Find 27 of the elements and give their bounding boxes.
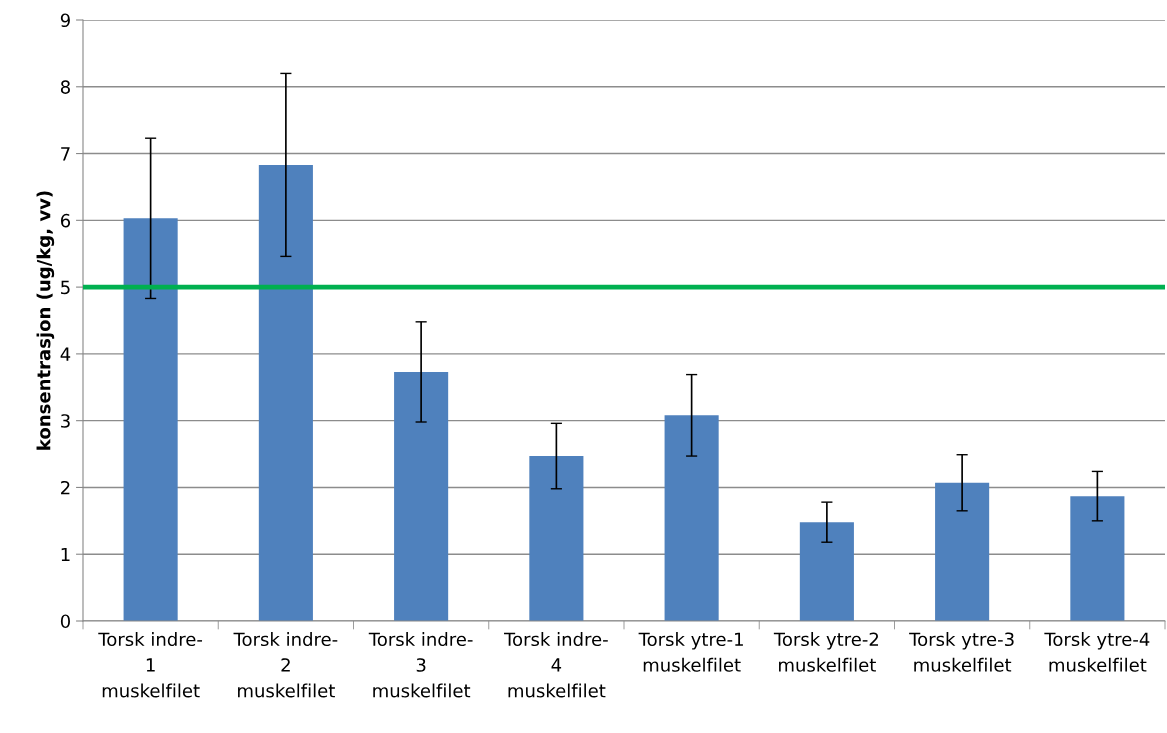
- y-tick-label: 2: [61, 480, 70, 495]
- y-tick-label: 1: [61, 547, 70, 562]
- x-tick-label: Torsk ytre-2 muskelfilet: [773, 632, 879, 672]
- x-tick-label: Torsk indre- 2 muskelfilet: [233, 632, 338, 698]
- bar: [394, 371, 449, 621]
- bar: [123, 218, 178, 621]
- bar: [258, 164, 313, 621]
- x-tick-label: Torsk indre- 4 muskelfilet: [504, 632, 608, 698]
- y-tick-label: 6: [60, 213, 71, 228]
- x-tick-label: Torsk ytre-4 muskelfilet: [1044, 632, 1150, 672]
- y-tick-label: 8: [60, 80, 70, 94]
- bar: [529, 456, 584, 621]
- x-tick-label: Torsk indre- 3 muskelfilet: [368, 632, 473, 698]
- x-tick-label: Torsk ytre-3 muskelfilet: [909, 632, 1014, 672]
- x-tick-label: Torsk ytre-1 muskelfilet: [638, 632, 743, 672]
- y-axis-title: konsentrasjon (ug/kg, vv): [36, 191, 55, 450]
- y-tick-label: 5: [61, 280, 70, 295]
- bar: [799, 522, 854, 621]
- y-tick-label: 3: [61, 414, 70, 428]
- x-tick-label: Torsk indre- 1 muskelfilet: [98, 632, 203, 698]
- bar: [1070, 496, 1125, 621]
- y-tick-label: 9: [60, 13, 70, 28]
- y-tick-label: 7: [61, 147, 70, 161]
- y-tick-label: 0: [60, 614, 70, 629]
- bar: [664, 415, 719, 621]
- bar: [935, 482, 990, 621]
- y-tick-label: 4: [60, 347, 71, 361]
